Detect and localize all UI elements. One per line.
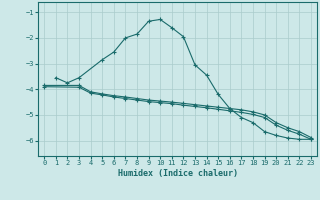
X-axis label: Humidex (Indice chaleur): Humidex (Indice chaleur) [118, 169, 238, 178]
